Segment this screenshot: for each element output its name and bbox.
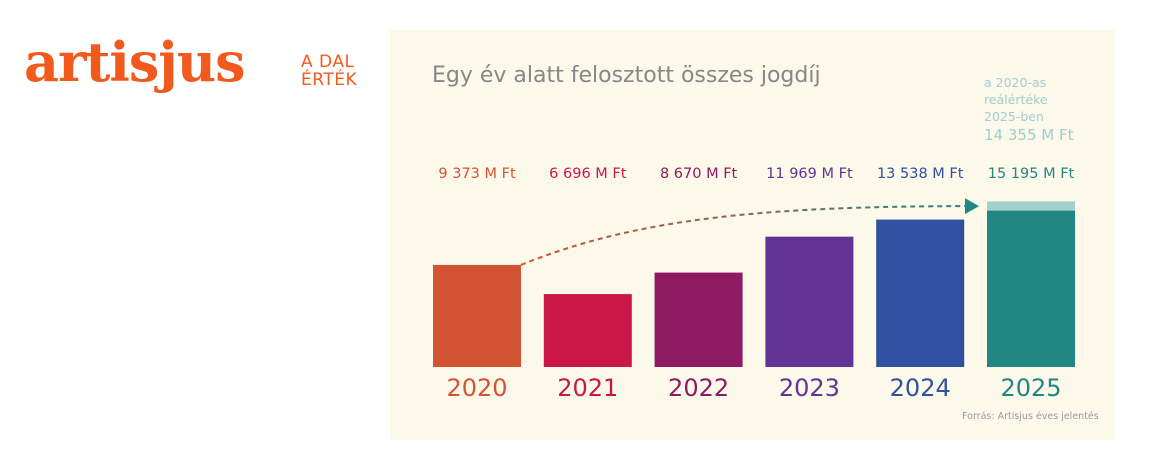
- logo-tagline: A DAL ÉRTÉK: [301, 53, 357, 89]
- real-value-note-line1: a 2020-as: [984, 75, 1047, 90]
- value-label-2022: 8 670 M Ft: [660, 166, 738, 182]
- value-label-2020: 9 373 M Ft: [438, 166, 516, 182]
- bar-2022: [654, 272, 743, 367]
- value-label-2021: 6 696 M Ft: [549, 166, 627, 182]
- year-label-2025: 2025: [1000, 374, 1061, 402]
- bar-2024: [876, 219, 965, 367]
- real-value-amount: 14 355 M Ft: [984, 126, 1074, 144]
- chart-title: Egy év alatt felosztott összes jogdíj: [432, 63, 821, 88]
- bar-2020: [433, 264, 521, 367]
- source-note: Forrás: Artisjus éves jelentés: [962, 411, 1099, 422]
- real-value-note-line3: 2025-ben: [984, 109, 1044, 124]
- year-label-2022: 2022: [668, 374, 729, 402]
- year-label-2024: 2024: [890, 374, 951, 402]
- real-value-note: a 2020-as reálértéke 2025-ben: [984, 74, 1048, 125]
- year-label-2023: 2023: [779, 374, 840, 402]
- bar-2025: [987, 201, 1075, 367]
- logo-tagline-line1: A DAL: [301, 52, 355, 72]
- bar-2021: [543, 294, 632, 367]
- real-value-band: [987, 201, 1075, 211]
- year-label-2020: 2020: [446, 374, 507, 402]
- value-label-2025: 15 195 M Ft: [988, 166, 1075, 182]
- bar-2023: [765, 236, 854, 367]
- year-label-2021: 2021: [557, 374, 618, 402]
- real-value-note-line2: reálértéke: [984, 92, 1048, 107]
- value-label-2023: 11 969 M Ft: [766, 166, 853, 182]
- artisjus-logo: artisjus: [24, 30, 245, 94]
- logo-tagline-line2: ÉRTÉK: [301, 70, 358, 90]
- value-label-2024: 13 538 M Ft: [877, 166, 964, 182]
